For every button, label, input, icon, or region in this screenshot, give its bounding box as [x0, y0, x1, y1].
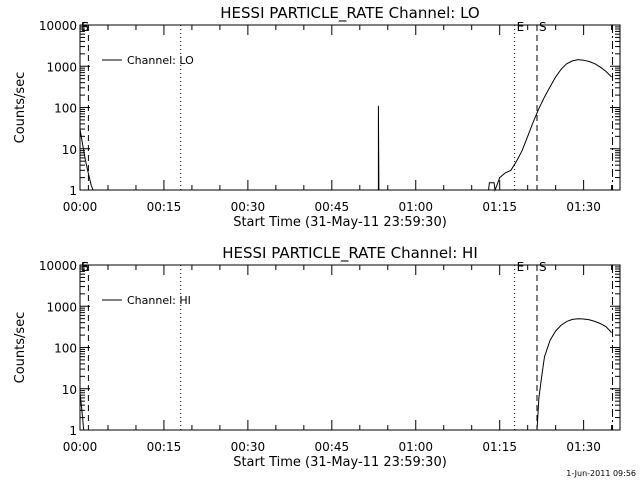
marker-label-s: S [81, 260, 89, 274]
marker-label-s: S [81, 20, 89, 34]
x-axis-label: Start Time (31-May-11 23:59:30) [233, 455, 447, 470]
timestamp: 1-Jun-2011 09:56 [566, 469, 636, 478]
x-tick-label: 00:45 [315, 440, 350, 454]
y-tick-label: 10000 [39, 19, 77, 33]
marker-label-s: S [539, 260, 547, 274]
marker-label-e: E [517, 20, 525, 34]
x-tick-label: 00:30 [231, 200, 266, 214]
x-tick-label: 01:30 [566, 440, 601, 454]
plot-frame [79, 264, 621, 431]
marker-label-s: S [539, 20, 547, 34]
chart-title: HESSI PARTICLE_RATE Channel: HI [222, 244, 478, 263]
marker-label-e: E [81, 20, 89, 34]
x-tick-label: 00:45 [315, 200, 350, 214]
y-tick-label: 10 [62, 383, 77, 397]
x-tick-label: 01:30 [566, 200, 601, 214]
legend: Channel: HI [102, 294, 191, 307]
chart-title: HESSI PARTICLE_RATE Channel: LO [220, 4, 479, 23]
y-tick-label: 1 [69, 424, 77, 438]
series-line-segment [79, 392, 85, 431]
y-axis-label: Counts/sec [13, 312, 28, 384]
x-tick-label: 00:15 [147, 200, 182, 214]
series-line-segment [536, 318, 612, 431]
marker-label-e: E [517, 260, 525, 274]
x-tick-label: 01:15 [482, 440, 517, 454]
x-tick-label: 00:00 [63, 200, 98, 214]
legend-label: Channel: HI [127, 294, 191, 307]
series-line-segment [488, 59, 612, 192]
y-axis-label: Counts/sec [13, 72, 28, 144]
x-tick-label: 01:00 [398, 440, 433, 454]
series-line-segment [79, 129, 94, 191]
y-tick-label: 10000 [39, 259, 77, 273]
x-tick-label: 00:00 [63, 440, 98, 454]
x-tick-label: 00:15 [147, 440, 182, 454]
series-line-segment [377, 105, 380, 191]
y-tick-label: 1000 [46, 60, 77, 74]
y-tick-label: 100 [54, 342, 77, 356]
y-tick-label: 1 [69, 184, 77, 198]
x-tick-label: 01:00 [398, 200, 433, 214]
x-tick-label: 01:15 [482, 200, 517, 214]
legend-label: Channel: LO [127, 54, 194, 67]
y-tick-label: 100 [54, 102, 77, 116]
legend: Channel: LO [102, 54, 194, 67]
y-tick-label: 1000 [46, 300, 77, 314]
panel-1: HESSI PARTICLE_RATE Channel: LO 1 10 100 100… [13, 4, 621, 230]
y-tick-label: 10 [62, 143, 77, 157]
x-axis-label: Start Time (31-May-11 23:59:30) [233, 215, 447, 230]
x-tick-label: 00:30 [231, 440, 266, 454]
marker-label-e: E [81, 260, 89, 274]
panel-2: HESSI PARTICLE_RATE Channel: HI 1 10 100 100… [13, 244, 621, 470]
